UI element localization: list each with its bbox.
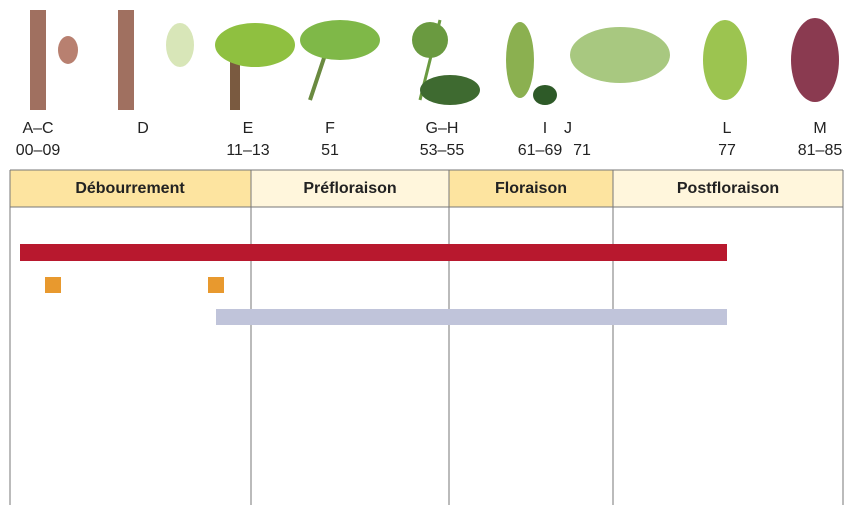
stage-label: L bbox=[723, 120, 732, 137]
grid bbox=[10, 170, 843, 505]
phase-name: Débourrement bbox=[75, 180, 185, 197]
phase-name: Postfloraison bbox=[677, 180, 779, 197]
stage-code: 61–69 bbox=[518, 142, 563, 159]
stage-label: F bbox=[325, 120, 335, 137]
stage-code: 81–85 bbox=[798, 142, 843, 159]
stage-code: 71 bbox=[573, 142, 591, 159]
phase-name: Préfloraison bbox=[303, 180, 396, 197]
stage-code: 77 bbox=[718, 142, 736, 159]
stage-illustrations bbox=[30, 10, 839, 110]
stage-label: G–H bbox=[426, 120, 459, 137]
stage-code: 51 bbox=[321, 142, 339, 159]
timeline-bar bbox=[20, 244, 727, 261]
stage-label: M bbox=[813, 120, 826, 137]
diagram: A–C 00–09 D E 11–13 F 51 G–H 53–55 I 61–69J71 L 77 M 8… bbox=[0, 0, 851, 505]
stage-code: 00–09 bbox=[16, 142, 61, 159]
stage-label: A–C bbox=[22, 120, 53, 137]
stage-code: 53–55 bbox=[420, 142, 465, 159]
stage-label: J bbox=[564, 120, 572, 137]
timeline-marker bbox=[208, 277, 224, 293]
stage-label: D bbox=[137, 120, 149, 137]
timeline-bar bbox=[216, 309, 727, 325]
timeline-marker bbox=[45, 277, 61, 293]
phase-name: Floraison bbox=[495, 180, 567, 197]
stage-code: 11–13 bbox=[226, 142, 269, 159]
stage-label: I bbox=[543, 120, 547, 137]
stage-label: E bbox=[243, 120, 254, 137]
